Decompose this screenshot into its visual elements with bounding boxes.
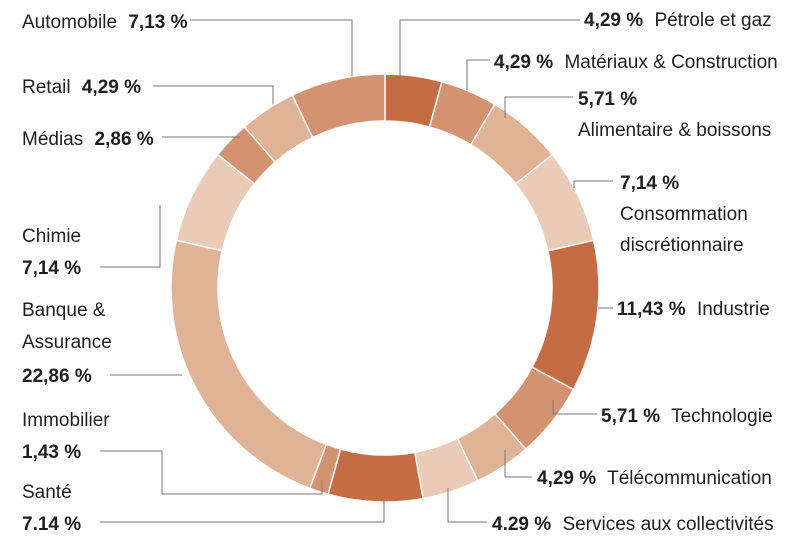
label-immobilier-name: Immobilier	[22, 410, 110, 431]
slice-labels: 4,29 % Pétrole et gaz 4,29 % Matériaux &…	[22, 10, 778, 535]
donut-slices	[170, 73, 600, 503]
label-services-pct: 4.29 %	[492, 514, 551, 535]
label-petrole: 4,29 % Pétrole et gaz	[584, 10, 772, 31]
leader-immobilier	[100, 450, 323, 495]
leader-chimie	[100, 205, 161, 268]
leader-lines	[100, 19, 613, 523]
label-technologie-name: Technologie	[671, 406, 772, 427]
label-sante-pct: 7.14 %	[22, 514, 81, 535]
label-consommation-line2: Consommation	[620, 204, 748, 225]
slice-sante	[327, 448, 424, 503]
label-automobile-name: Automobile	[22, 12, 117, 33]
label-medias-name: Médias	[22, 129, 83, 150]
label-sante-name: Santé	[22, 482, 72, 503]
leader-sante	[100, 498, 385, 523]
label-telecom-name: Télécommunication	[607, 468, 772, 489]
label-automobile: Automobile 7,13 %	[22, 12, 188, 33]
label-materiaux-name: Matériaux & Construction	[564, 52, 777, 73]
leader-technologie	[552, 400, 597, 415]
label-materiaux: 4,29 % Matériaux & Construction	[494, 52, 778, 73]
leader-telecom	[504, 450, 532, 478]
slice-banque	[170, 239, 328, 490]
label-medias: Médias 2,86 %	[22, 129, 154, 150]
label-retail-name: Retail	[22, 77, 71, 98]
leader-services	[447, 488, 487, 523]
label-immobilier-pct: 1,43 %	[22, 442, 81, 463]
leader-consommation	[573, 180, 613, 188]
label-banque-line1: Banque &	[22, 300, 106, 321]
label-industrie: 11,43 % Industrie	[617, 299, 770, 320]
label-alimentaire-pct: 5,71 %	[578, 89, 637, 110]
label-retail: Retail 4,29 %	[22, 77, 141, 98]
label-retail-pct: 4,29 %	[82, 77, 141, 98]
label-industrie-name: Industrie	[697, 299, 770, 320]
leader-materiaux	[466, 59, 490, 90]
label-banque-line2: Assurance	[22, 332, 112, 353]
label-consommation-line3: discrétionnaire	[620, 235, 744, 256]
leader-alimentaire	[504, 96, 573, 118]
label-petrole-pct: 4,29 %	[584, 10, 643, 31]
label-banque-pct: 22,86 %	[22, 366, 92, 387]
label-chimie-pct: 7,14 %	[22, 258, 81, 279]
leader-automobile	[190, 19, 353, 76]
label-technologie-pct: 5,71 %	[601, 406, 660, 427]
label-materiaux-pct: 4,29 %	[494, 52, 553, 73]
label-services: 4.29 % Services aux collectivités	[492, 514, 774, 535]
label-alimentaire-name: Alimentaire & boissons	[578, 120, 771, 141]
leader-retail	[153, 85, 274, 104]
slice-industrie	[531, 239, 600, 391]
label-telecom-pct: 4,29 %	[537, 468, 596, 489]
leader-petrole	[399, 19, 580, 78]
label-chimie-name: Chimie	[22, 226, 81, 247]
label-industrie-pct: 11,43 %	[617, 299, 686, 320]
slice-automobile	[291, 73, 386, 139]
label-telecom: 4,29 % Télécommunication	[537, 468, 772, 489]
label-consommation-pct: 7,14 %	[620, 173, 679, 194]
label-petrole-name: Pétrole et gaz	[654, 10, 771, 31]
label-medias-pct: 2,86 %	[95, 129, 154, 150]
label-technologie: 5,71 % Technologie	[601, 406, 773, 427]
label-automobile-pct: 7,13 %	[128, 12, 187, 33]
label-services-name: Services aux collectivités	[562, 514, 773, 535]
